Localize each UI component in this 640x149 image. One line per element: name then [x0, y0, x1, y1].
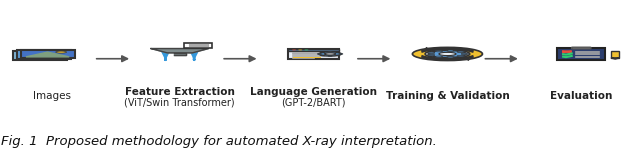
Polygon shape [174, 53, 186, 55]
Text: (ViT/Swin Transformer): (ViT/Swin Transformer) [125, 98, 235, 108]
Circle shape [324, 53, 336, 55]
Circle shape [321, 52, 324, 53]
Text: Fig. 1  Proposed methodology for automated X-ray interpretation.: Fig. 1 Proposed methodology for automate… [1, 135, 437, 148]
Text: (GPT-2/BART): (GPT-2/BART) [282, 98, 346, 108]
FancyBboxPatch shape [20, 50, 75, 58]
FancyBboxPatch shape [184, 43, 212, 48]
Circle shape [435, 50, 442, 52]
Circle shape [435, 56, 442, 58]
Circle shape [461, 53, 468, 55]
Circle shape [428, 54, 435, 56]
Circle shape [428, 52, 435, 53]
Text: Feature Extraction: Feature Extraction [125, 87, 235, 97]
Circle shape [447, 50, 454, 51]
Polygon shape [26, 52, 69, 57]
FancyBboxPatch shape [17, 51, 71, 59]
Circle shape [457, 51, 465, 53]
Polygon shape [151, 49, 209, 53]
Circle shape [335, 55, 340, 56]
Text: Images: Images [33, 91, 72, 101]
Text: Language Generation: Language Generation [250, 87, 377, 97]
Circle shape [335, 52, 340, 53]
FancyBboxPatch shape [557, 48, 605, 60]
FancyBboxPatch shape [288, 49, 339, 59]
FancyBboxPatch shape [293, 57, 321, 58]
Circle shape [319, 52, 341, 56]
FancyBboxPatch shape [288, 49, 339, 51]
Circle shape [457, 55, 465, 57]
FancyBboxPatch shape [572, 47, 591, 49]
Circle shape [56, 51, 67, 53]
FancyBboxPatch shape [13, 51, 67, 60]
Circle shape [429, 50, 467, 58]
Circle shape [321, 55, 324, 56]
Text: Training & Validation: Training & Validation [385, 91, 509, 101]
Text: Evaluation: Evaluation [550, 91, 612, 101]
Circle shape [447, 56, 454, 58]
Circle shape [439, 52, 456, 56]
Polygon shape [611, 51, 620, 58]
Polygon shape [611, 58, 620, 59]
